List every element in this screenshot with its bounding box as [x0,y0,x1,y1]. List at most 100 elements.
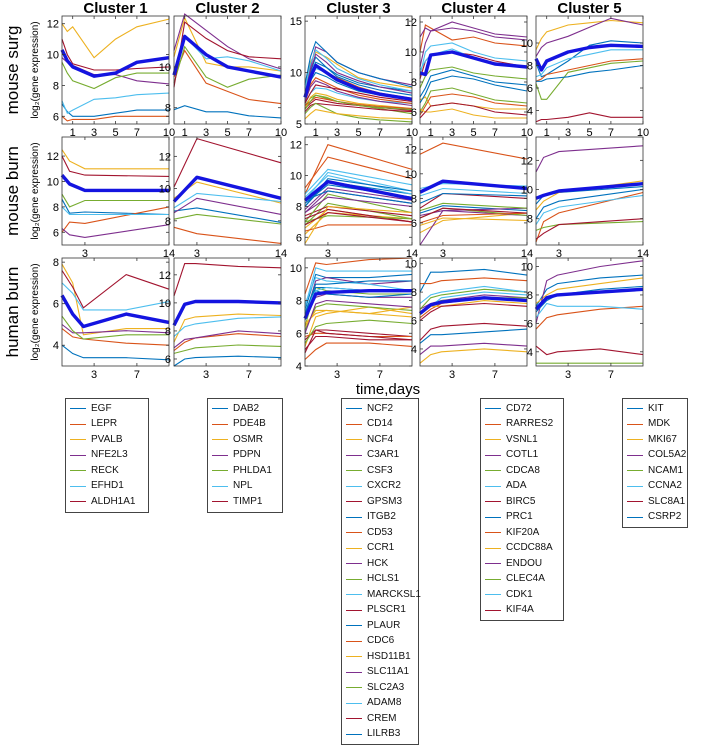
plot-area [62,258,169,366]
legend-label: LILRB3 [367,728,401,740]
legend-item: NCF4 [346,432,414,448]
legend-item: DAB2 [212,401,278,417]
subplot-panel: 3 14 8 10 12 [159,136,287,260]
y-tick-label: 4 [296,361,302,373]
series-line [535,19,644,51]
mean-line [172,34,282,79]
series-line [173,105,282,119]
legend-label: PHLDA1 [233,464,272,476]
y-tick-label: 5 [296,119,302,131]
legend-item: ADA [485,479,559,495]
series-line [535,221,644,231]
series-line [304,196,413,214]
legend-item: BIRC5 [485,494,559,510]
mean-line [303,289,412,320]
y-tick-label: 4 [527,106,533,118]
legend-box: DAB2 PDE4B OSMR PDPN PHLDA1 NPL TIMP1 [207,398,283,513]
subplot-panel: 1 3 5 7 10 4 6 8 10 [521,15,649,139]
subplot-panel: 3 14 8 10 12 [521,136,649,260]
series-line [61,115,169,122]
legend-swatch [70,439,86,441]
y-tick-label: 8 [53,202,59,214]
series-line [304,109,413,120]
legend-swatch [346,408,362,410]
legend-item: KIF4A [485,603,559,619]
series-line [535,218,644,240]
series-line [419,322,528,341]
cluster-title: Cluster 5 [557,0,621,17]
legend-label: ADA [506,480,527,492]
series-line [419,102,528,119]
x-tick-label: 10 [406,127,418,139]
series-line [535,194,644,225]
series-line [173,45,282,88]
y-tick-label: 10 [405,47,417,59]
row-label: human burn [3,267,22,358]
row-label: mouse surg [3,26,22,115]
y-tick-label: 8 [53,257,59,269]
legend-label: RARRES2 [506,418,554,430]
legend-label: KIF4A [506,604,534,616]
y-tick-label: 6 [296,232,302,244]
legend-item: CXCR2 [346,479,414,495]
series-line [61,199,170,216]
legend-label: VSNL1 [506,433,538,445]
series-line [419,285,528,304]
series-line [419,288,528,310]
series-line [61,270,170,309]
mean-line [172,299,282,327]
legend-label: NCF2 [367,402,394,414]
legend-label: NCF4 [367,433,394,445]
x-tick-label: 7 [492,369,498,381]
legend-item: VSNL1 [485,432,559,448]
legend-swatch [346,718,362,720]
legend-label: CDCA8 [506,464,540,476]
y-tick-label: 8 [411,77,417,89]
legend-swatch [485,609,501,611]
series-line [173,197,282,215]
series-line [304,40,413,88]
legend-item: NCF2 [346,401,414,417]
y-tick-label: 10 [47,50,59,62]
cluster-title: Cluster 2 [195,0,259,17]
series-line [304,156,413,189]
series-line [419,187,528,197]
legend-label: KIF20A [506,526,540,538]
y-tick-label: 12 [405,144,417,156]
legend-label: HCLS1 [367,573,400,585]
series-line [173,313,282,343]
mean-line [419,179,528,194]
legend-label: PDE4B [233,418,266,430]
y-tick-label: 12 [159,270,171,282]
mean-line [418,296,528,315]
legend-item: CCDC88A [485,541,559,557]
axes-frame [535,136,644,246]
series-line [304,306,413,328]
series-line [304,335,412,350]
mean-line [303,63,413,101]
series-line [173,344,282,354]
legend-item: SLC8A1 [627,494,685,510]
series-line [304,92,413,110]
legend-label: DAB2 [233,402,260,414]
y-tick-label: 8 [165,103,171,115]
x-tick-label: 3 [194,248,200,260]
axes-frame [61,257,170,367]
series-line [173,263,282,297]
axes-frame [419,136,528,246]
y-tick-label: 8 [53,80,59,92]
series-line [173,207,282,223]
legend-label: CSF3 [367,464,393,476]
series-line [420,277,528,285]
legend-label: MARCKSL1 [367,588,421,600]
legend-label: KIT [648,402,664,414]
legend-swatch [485,563,501,565]
legend-swatch [70,501,86,503]
legend-swatch [627,439,643,441]
legend-item: NFE2L3 [70,448,144,464]
x-tick-label: 14 [521,248,533,260]
legend-item: KIT [627,401,683,417]
x-tick-label: 3 [203,369,209,381]
legend-swatch [346,501,362,503]
series-line [535,277,644,304]
